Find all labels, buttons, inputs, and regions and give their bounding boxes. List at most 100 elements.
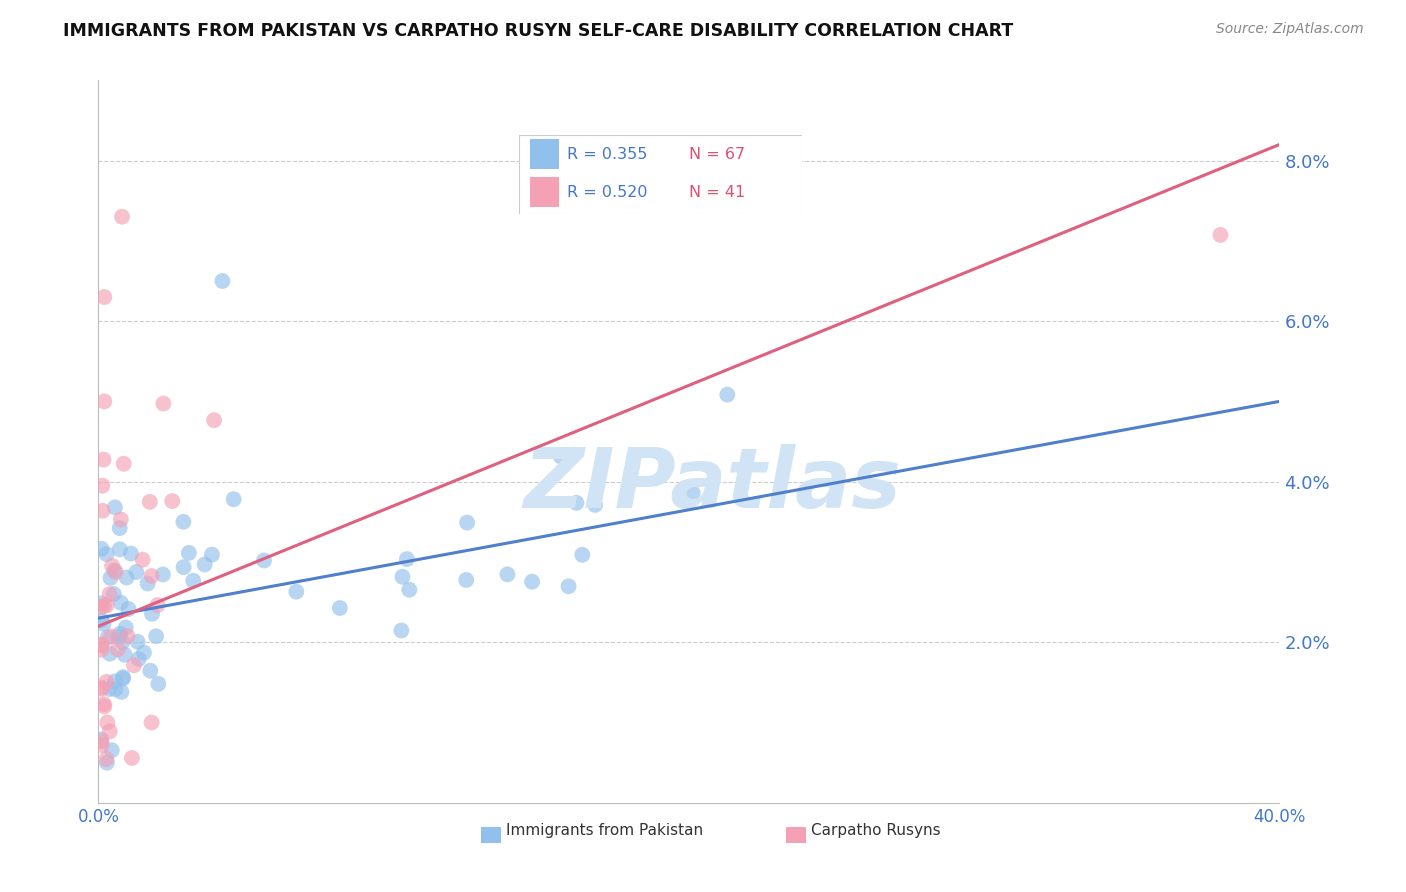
Point [125,565,148,579]
Point [93,697,115,711]
Point [557,579,579,593]
Point [93,452,115,467]
Text: R = 0.520: R = 0.520 [567,185,648,200]
Point [98,587,121,601]
Point [90,638,112,652]
Point [90,638,112,652]
Point [93,394,115,409]
Point [97,631,120,645]
Point [93,699,115,714]
Point [128,652,150,666]
Point [104,500,127,515]
Point [117,602,139,616]
Point [141,569,163,583]
Point [111,210,134,224]
Point [329,601,352,615]
Point [201,548,224,562]
Point [104,674,127,689]
Point [398,582,420,597]
Point [152,567,174,582]
Point [115,570,138,584]
Point [93,616,115,631]
Point [111,635,134,649]
Point [181,574,204,588]
Point [98,647,121,661]
Point [112,670,135,684]
Point [91,479,114,493]
Point [111,672,134,686]
Point [202,413,225,427]
Point [90,600,112,615]
Text: Immigrants from Pakistan: Immigrants from Pakistan [506,823,703,838]
Point [172,515,194,529]
Point [456,516,478,530]
Point [253,553,276,567]
Point [139,664,162,678]
Text: R = 0.355: R = 0.355 [567,147,648,161]
Point [194,558,217,572]
Point [120,547,142,561]
Point [100,629,122,643]
Point [100,743,122,757]
Point [389,624,412,638]
Point [96,756,118,770]
Point [96,674,118,689]
Point [152,396,174,410]
Point [131,552,153,566]
Text: N = 41: N = 41 [689,185,745,200]
Point [520,574,543,589]
Point [211,274,233,288]
Point [108,630,131,644]
Point [391,570,413,584]
Point [114,620,136,634]
Point [141,715,163,730]
Point [148,677,170,691]
Text: IMMIGRANTS FROM PAKISTAN VS CARPATHO RUSYN SELF-CARE DISABILITY CORRELATION CHAR: IMMIGRANTS FROM PAKISTAN VS CARPATHO RUS… [63,22,1014,40]
Point [90,738,112,752]
Point [90,732,112,747]
FancyBboxPatch shape [519,135,803,213]
Point [90,734,112,748]
Point [121,751,143,765]
Point [122,658,145,673]
Point [395,552,418,566]
Point [565,496,588,510]
Point [716,387,738,401]
Point [100,571,122,585]
Point [145,629,167,643]
Point [90,681,112,696]
Point [93,599,115,613]
Point [96,547,118,561]
Point [177,546,200,560]
Point [136,576,159,591]
Point [110,512,132,526]
Point [127,634,149,648]
Point [90,596,112,610]
Point [91,504,114,518]
Point [456,573,478,587]
Point [108,542,131,557]
Point [90,613,112,627]
Point [571,548,593,562]
FancyBboxPatch shape [530,139,558,169]
Point [173,560,195,574]
Point [104,682,127,697]
Text: ZIPatlas: ZIPatlas [523,444,901,525]
Point [103,587,125,601]
Point [1209,227,1232,242]
Point [285,584,308,599]
Point [103,564,125,578]
Point [110,685,132,699]
Point [682,485,704,500]
Point [108,521,131,535]
Point [90,681,112,695]
Point [98,724,121,739]
Point [96,752,118,766]
Point [98,681,121,696]
Point [496,567,519,582]
Point [146,598,169,612]
Point [132,646,155,660]
Point [110,596,132,610]
Text: N = 67: N = 67 [689,147,745,161]
Point [101,558,124,573]
